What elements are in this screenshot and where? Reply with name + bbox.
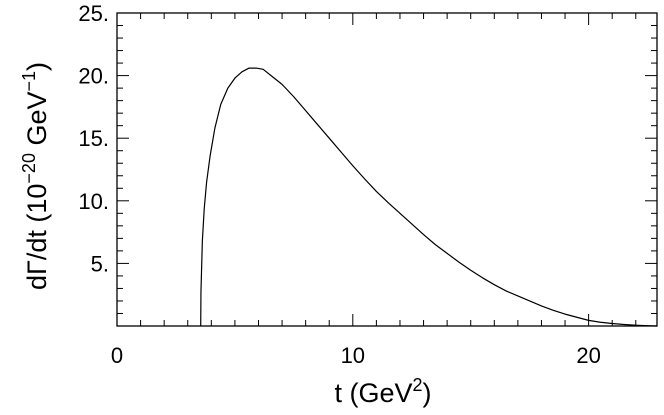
y-tick-label: 5. [91, 251, 109, 276]
x-axis-title: t (GeV2) [334, 375, 431, 408]
x-tick-labels: 0 10 20 [111, 343, 601, 368]
y-tick-label: 15. [78, 126, 109, 151]
y-tick-label: 25. [78, 1, 109, 26]
y-tick-label: 10. [78, 189, 109, 214]
x-tick-label: 0 [111, 343, 123, 368]
y-tick-labels: 5. 10. 15. 20. 25. [78, 1, 109, 276]
series-layer [200, 67, 658, 327]
y-axis-title: dΓ/dt (10−20 GeV−1) [19, 62, 52, 290]
x-tick-label: 10 [341, 343, 365, 368]
series-line-0 [200, 67, 658, 327]
y-tick-label: 20. [78, 64, 109, 89]
x-tick-label: 20 [576, 343, 600, 368]
plot-frame [116, 12, 658, 327]
tick-marks [117, 13, 657, 326]
